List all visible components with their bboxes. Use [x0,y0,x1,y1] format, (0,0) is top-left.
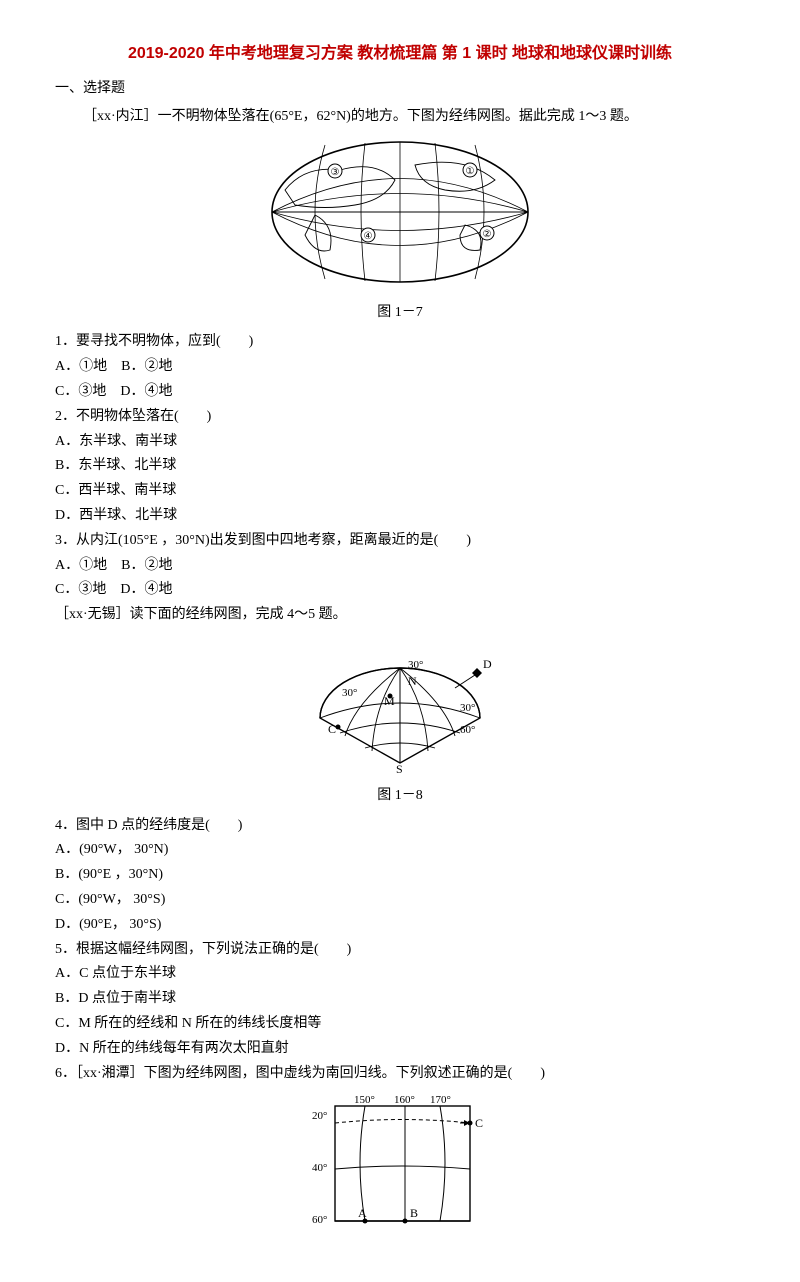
globe-diagram-svg: D N M C S 30° 30° 30° 60° [300,633,500,773]
lat-label: 60° [312,1214,327,1226]
svg-text:①: ① [466,166,475,177]
stem-text-2: ［xx·无锡］读下面的经纬网图，完成 4～5 题。 [55,603,745,627]
lon-label: 150° [354,1094,375,1106]
figure-2: D N M C S 30° 30° 30° 60° [55,633,745,782]
svg-text:③: ③ [331,167,340,178]
question-1: 1．要寻找不明物体，应到( ) [55,330,745,354]
opt: B．(90°E ，30°N) [55,863,745,887]
graticule-svg: 150° 160° 170° 20° 40° 60° A B C [310,1091,490,1231]
opt: C．M 所在的经线和 N 所在的纬线长度相等 [55,1012,745,1036]
page-title: 2019-2020 年中考地理复习方案 教材梳理篇 第 1 课时 地球和地球仪课… [55,40,745,67]
opt: C．③地 [55,582,106,597]
svg-text:④: ④ [364,231,373,242]
label-30: 30° [342,687,357,699]
opt: D．④地 [120,384,172,399]
label-s: S [396,762,403,773]
opt: A．①地 [55,558,107,573]
opt: C．③地 [55,384,106,399]
lat-label: 20° [312,1110,327,1122]
question-3-options-cd: C．③地 D．④地 [55,578,745,602]
label-c: C [328,722,336,736]
lon-label: 160° [394,1094,415,1106]
label-60: 60° [460,724,475,736]
opt: C．西半球、南半球 [55,479,745,503]
question-1-options-cd: C．③地 D．④地 [55,380,745,404]
question-4: 4．图中 D 点的经纬度是( ) [55,814,745,838]
opt: A．①地 [55,359,107,374]
section-heading: 一、选择题 [55,77,745,101]
figure-3: 150° 160° 170° 20° 40° 60° A B C [55,1091,745,1240]
question-1-options-ab: A．①地 B．②地 [55,355,745,379]
opt: D．N 所在的纬线每年有两次太阳直射 [55,1037,745,1061]
question-6: 6．［xx·湘潭］下图为经纬网图，图中虚线为南回归线。下列叙述正确的是( ) [55,1062,745,1086]
figure-2-caption: 图 1－8 [55,784,745,808]
lon-label: 170° [430,1094,451,1106]
stem-text-1: ［xx·内江］一不明物体坠落在(65°E，62°N)的地方。下图为经纬网图。据此… [55,105,745,129]
question-3: 3．从内江(105°E ，30°N)出发到图中四地考察，距离最近的是( ) [55,529,745,553]
opt: D．④地 [120,582,172,597]
question-5: 5．根据这幅经纬网图，下列说法正确的是( ) [55,938,745,962]
lat-label: 40° [312,1162,327,1174]
opt: B．②地 [121,558,172,573]
label-d: D [483,657,492,671]
question-2: 2．不明物体坠落在( ) [55,405,745,429]
point-b: B [410,1206,418,1220]
opt: D．(90°E， 30°S) [55,913,745,937]
world-map-svg: ① ② ③ ④ [265,135,535,290]
opt: A．(90°W， 30°N) [55,838,745,862]
figure-1-caption: 图 1－7 [55,301,745,325]
opt: A．东半球、南半球 [55,430,745,454]
label-30: 30° [408,659,423,671]
opt: B．D 点位于南半球 [55,987,745,1011]
opt: A．C 点位于东半球 [55,962,745,986]
svg-text:②: ② [483,229,492,240]
opt: D．西半球、北半球 [55,504,745,528]
point-a: A [358,1206,367,1220]
label-30: 30° [460,702,475,714]
label-n: N [408,674,417,688]
point-c: C [475,1116,483,1130]
opt: C．(90°W， 30°S) [55,888,745,912]
opt: B．东半球、北半球 [55,454,745,478]
figure-1: ① ② ③ ④ [55,135,745,299]
opt: B．②地 [121,359,172,374]
question-3-options-ab: A．①地 B．②地 [55,554,745,578]
